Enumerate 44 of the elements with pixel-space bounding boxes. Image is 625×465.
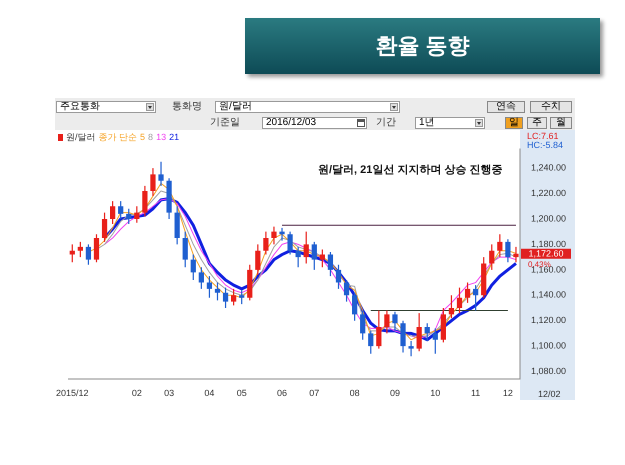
text: 주	[527, 117, 547, 129]
x-tick-label: 11	[470, 388, 480, 398]
x-tick-label: 05	[236, 388, 247, 398]
y-tick-label: 1,080.00	[531, 366, 566, 376]
text: 주요통화	[60, 101, 100, 112]
y-tick-label: 1,120.00	[531, 315, 566, 326]
text: 월	[550, 117, 572, 129]
x-tick-label: 02	[132, 388, 142, 398]
x-tick-label: 08	[350, 388, 360, 398]
x-tick-label: 2015/12	[56, 388, 89, 398]
text: HC:-5.84	[527, 140, 564, 150]
text: 일	[505, 117, 523, 129]
y-tick-label: 1,240.00	[531, 162, 566, 173]
x-tick-label: 12	[502, 388, 513, 398]
y-tick-label: 1,100.00	[531, 340, 566, 351]
text: 5	[140, 132, 146, 142]
text: 1,172.60	[528, 248, 564, 258]
text: 21	[169, 132, 180, 142]
y-tick-label: 1,220.00	[531, 188, 566, 198]
x-tick-label: 06	[277, 388, 288, 398]
text: 통화명	[172, 101, 202, 113]
text: 2016/12/03	[266, 117, 316, 128]
chart-title: 환율 동향	[375, 32, 470, 60]
x-tick-label: 09	[390, 388, 400, 398]
x-tick-label: 10	[430, 388, 440, 398]
annotation: 원/달러, 21일선 지지하며 상승 진행중	[318, 164, 503, 176]
legend-label: 원/달러	[66, 132, 96, 142]
text: 연속	[487, 101, 525, 113]
x-tick-label: 03	[164, 388, 174, 398]
y-tick-label: 1,140.00	[531, 290, 566, 300]
text: 원/달러	[219, 101, 252, 112]
text: 12/02	[538, 388, 561, 400]
text: 8	[148, 132, 154, 142]
text: LC:7.61	[527, 131, 559, 141]
y-tick-label: 1,180.00	[531, 238, 566, 249]
legend-title: 종가 단순	[98, 132, 138, 142]
x-tick-label: 07	[309, 388, 320, 398]
text: 기준일	[210, 117, 240, 129]
text: 기간	[376, 117, 396, 129]
text: 13	[156, 132, 166, 142]
y-tick-label: 1,200.00	[531, 213, 566, 224]
x-tick-label: 04	[204, 388, 214, 398]
text: 1년	[419, 117, 435, 128]
text: 수치	[530, 101, 572, 113]
